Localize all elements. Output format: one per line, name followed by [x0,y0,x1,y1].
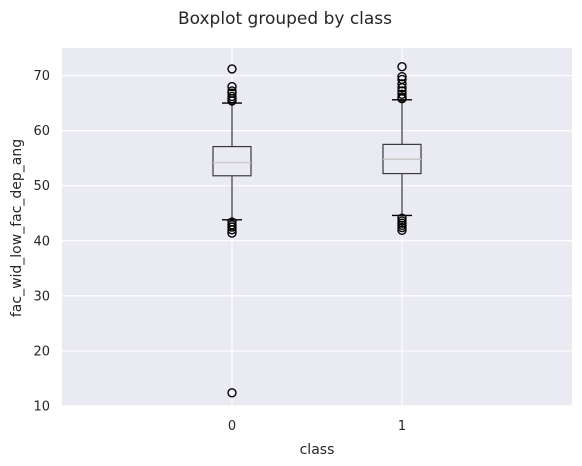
box-group [382,62,422,236]
outlier-point [397,79,407,89]
chart-title: Boxplot grouped by class [178,9,392,29]
outlier-point [227,222,237,232]
outlier-point [227,64,237,74]
outlier-point [397,222,407,233]
outlier-point [227,228,237,238]
y-tick-label: 40 [33,234,50,249]
outlier-point [227,81,237,92]
outlier-point [227,96,237,106]
outlier-point [397,93,407,104]
outlier-point [397,213,407,223]
y-axis-title: fac_wid_low_fac_dep_ang [9,139,25,317]
x-tick-label: 0 [228,419,236,434]
box-group [212,64,252,398]
outlier-point [227,388,237,398]
outlier-point [397,89,407,99]
y-tick-label: 70 [33,69,50,84]
box-groups [212,62,422,398]
x-axis-title: class [300,442,335,458]
outlier-point [397,62,407,72]
x-tick-label: 1 [398,419,406,434]
outlier-point [227,225,237,235]
outlier-point [397,71,407,82]
y-tick-label: 20 [33,344,50,359]
iqr-box [212,145,252,177]
y-tick-label: 50 [33,179,50,194]
plot-area [62,48,572,406]
outlier-point [397,82,407,93]
y-tick-labels: 10 20 30 40 50 60 70 [33,69,50,414]
y-tick-label: 10 [33,400,50,415]
outlier-point [397,225,407,236]
y-tick-label: 30 [33,289,50,304]
y-tick-label: 60 [33,124,50,139]
